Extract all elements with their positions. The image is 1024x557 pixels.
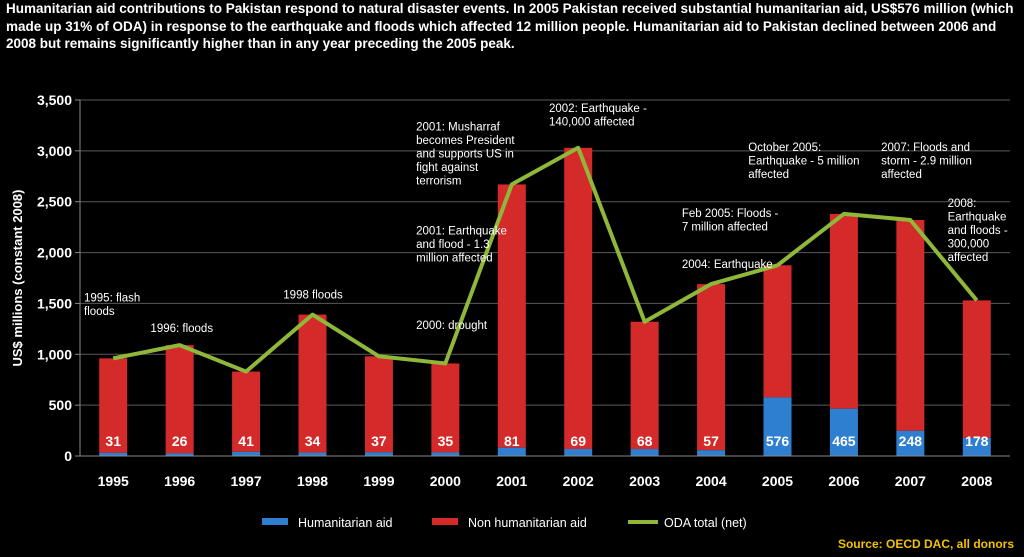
- bar-non-humanitarian-2005: [763, 265, 792, 398]
- legend-label: ODA total (net): [664, 516, 747, 530]
- bars: [99, 147, 991, 456]
- x-tick-label-2001: 2001: [496, 473, 527, 489]
- bar-label-2003: 68: [637, 433, 653, 449]
- annotation: 1996: floods: [150, 323, 213, 335]
- legend: Humanitarian aid Non humanitarian aid ODA …: [262, 516, 747, 530]
- x-tick-label-2006: 2006: [828, 473, 859, 489]
- annotation: Feb 2005: Floods -7 million affected: [682, 208, 779, 234]
- bar-label-1996: 26: [172, 433, 188, 449]
- bar-label-1997: 41: [238, 433, 254, 449]
- annotation: 2004: Earthquake: [682, 259, 773, 271]
- annotation: 2000: drought: [416, 320, 488, 332]
- bar-humanitarian-1999: [364, 452, 393, 456]
- bar-humanitarian-1996: [165, 453, 194, 456]
- bar-value-labels: 31 26 41 34 37 35 81 69 68 57 576 465 248 178: [105, 433, 988, 449]
- oda-total-line: [112, 145, 979, 374]
- oda-line: [112, 145, 979, 374]
- y-tick-label: 1,000: [37, 346, 72, 362]
- y-tick-label: 1,500: [37, 295, 72, 311]
- bar-label-2000: 35: [438, 433, 454, 449]
- bar-non-humanitarian-1996: [165, 345, 194, 454]
- bar-non-humanitarian-2008: [962, 300, 991, 438]
- legend-swatch: [262, 518, 288, 525]
- bar-non-humanitarian-2001: [497, 184, 526, 448]
- y-tick-label: 3,500: [37, 92, 72, 108]
- y-tick-label: 0: [64, 448, 72, 464]
- bar-humanitarian-2007: [896, 430, 925, 456]
- bar-humanitarian-1995: [99, 452, 128, 456]
- bar-humanitarian-2001: [497, 447, 526, 456]
- bar-label-2005: 576: [766, 433, 790, 449]
- bar-label-2006: 465: [832, 433, 856, 449]
- bar-label-2008: 178: [965, 433, 989, 449]
- x-tick-label-1995: 1995: [98, 473, 129, 489]
- bar-humanitarian-2002: [564, 448, 593, 456]
- bar-non-humanitarian-1998: [298, 314, 327, 453]
- annotation: 1998 floods: [283, 289, 343, 301]
- bar-non-humanitarian-2002: [564, 147, 593, 449]
- x-tick-label-2002: 2002: [563, 473, 594, 489]
- bar-humanitarian-2004: [697, 450, 726, 456]
- x-tick-label-1996: 1996: [164, 473, 195, 489]
- bar-humanitarian-2008: [962, 437, 991, 456]
- annotation: 2002: Earthquake -140,000 affected: [549, 103, 647, 129]
- legend-label: Humanitarian aid: [298, 516, 393, 530]
- y-tick-label: 500: [49, 397, 73, 413]
- y-axis: 0 500 1,000 1,500 2,000 2,500 3,000 3,500: [37, 92, 81, 464]
- x-tick-label-2003: 2003: [629, 473, 660, 489]
- annotation: 2007: Floods and storm - 2.9 million affec…: [881, 142, 972, 181]
- y-axis-label: US$ millions (constant 2008): [10, 190, 25, 367]
- event-annotations: 1995: flash floods 1996: floods 1998 floods…: [84, 103, 1008, 335]
- x-tick-label-2008: 2008: [961, 473, 992, 489]
- bar-humanitarian-2005: [763, 397, 792, 456]
- bar-non-humanitarian-2004: [697, 284, 726, 451]
- y-tick-label: 2,500: [37, 194, 72, 210]
- bar-label-2002: 69: [570, 433, 586, 449]
- bar-non-humanitarian-1995: [99, 358, 128, 453]
- chart-headline: Humanitarian aid contributions to Pakist…: [6, 1, 1014, 51]
- bar-humanitarian-2003: [630, 449, 659, 456]
- bar-non-humanitarian-2007: [896, 220, 925, 431]
- bar-humanitarian-1997: [232, 451, 261, 456]
- y-gridlines: [80, 99, 1010, 457]
- annotation: 2001: Earthquake and flood - 1.3 million a…: [416, 225, 507, 264]
- bar-label-1998: 34: [305, 433, 321, 449]
- x-tick-label-2005: 2005: [762, 473, 793, 489]
- bar-label-2007: 248: [899, 433, 923, 449]
- bar-label-1999: 37: [371, 433, 387, 449]
- bar-humanitarian-2006: [829, 408, 858, 456]
- x-tick-label-1998: 1998: [297, 473, 328, 489]
- y-tick-label: 2,000: [37, 245, 72, 261]
- x-axis: 1995 1996 1997 1998 1999 2000 2001 2002 2003 2004…: [80, 455, 1010, 489]
- bar-non-humanitarian-1999: [364, 356, 393, 453]
- bar-humanitarian-2000: [431, 452, 460, 456]
- bar-label-2001: 81: [504, 433, 520, 449]
- source-note: Source: OECD DAC, all donors: [837, 537, 1014, 551]
- bar-non-humanitarian-1997: [232, 371, 261, 452]
- y-tick-label: 3,000: [37, 143, 72, 159]
- x-tick-label-2004: 2004: [695, 473, 726, 489]
- bar-non-humanitarian-2006: [829, 213, 858, 409]
- bar-humanitarian-1998: [298, 452, 327, 456]
- x-tick-label-2000: 2000: [430, 473, 461, 489]
- annotation: October 2005: Earthquake - 5 million affec…: [748, 142, 859, 181]
- annotation: 2008: Earthquake and floods -300,000 affect…: [948, 198, 1008, 264]
- bar-label-1995: 31: [105, 433, 121, 449]
- x-tick-label-2007: 2007: [895, 473, 926, 489]
- annotation: 2001: Musharraf becomes President and supp…: [416, 122, 515, 188]
- legend-label: Non humanitarian aid: [468, 516, 587, 530]
- legend-swatch: [432, 518, 458, 525]
- bar-non-humanitarian-2000: [431, 363, 460, 453]
- bar-non-humanitarian-2003: [630, 321, 659, 450]
- x-tick-label-1999: 1999: [363, 473, 394, 489]
- x-tick-label-1997: 1997: [230, 473, 261, 489]
- bar-label-2004: 57: [703, 433, 719, 449]
- annotation: 1995: flash floods: [84, 292, 140, 318]
